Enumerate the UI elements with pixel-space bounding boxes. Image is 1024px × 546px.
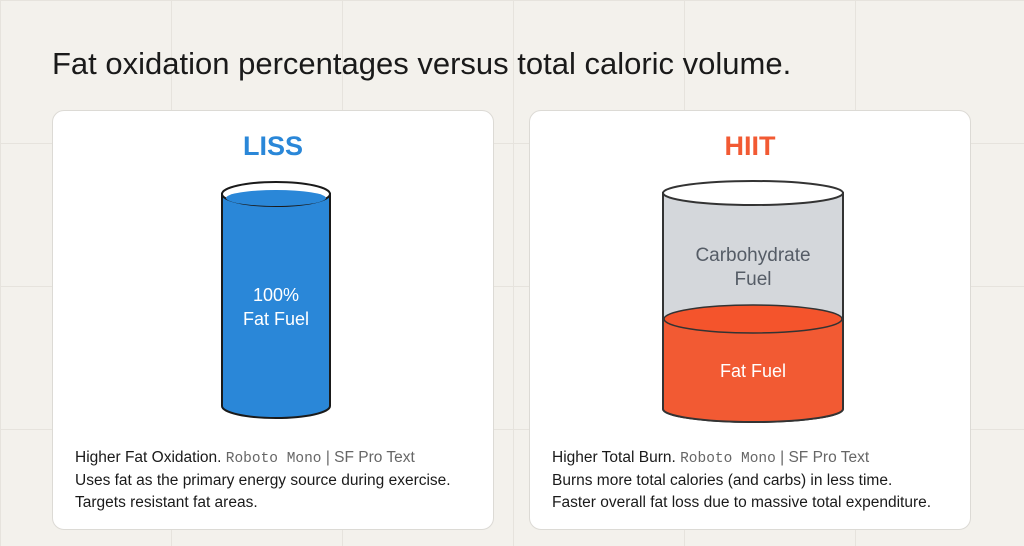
carb-label-1: Carbohydrate bbox=[695, 245, 810, 266]
hiit-description: Higher Total Burn. Roboto Mono | SF Pro … bbox=[552, 447, 931, 514]
liss-card: LISS 100% Fat Fuel Higher Fat Oxidation.… bbox=[52, 110, 494, 530]
hiit-title: HIIT bbox=[724, 131, 776, 161]
hiit-card: HIIT Carbohydrate Fuel Fat Fuel Higher T… bbox=[529, 110, 971, 530]
font-sep-label: | SF Pro Text bbox=[780, 449, 870, 466]
liss-label-1: 100% bbox=[253, 285, 299, 305]
hiit-body-2: Faster overall fat loss due to massive t… bbox=[552, 494, 932, 511]
liss-heading: Higher Fat Oxidation. bbox=[75, 449, 222, 466]
liss-cylinder: 100% Fat Fuel bbox=[221, 181, 331, 419]
hiit-body-1: Burns more total calories (and carbs) in… bbox=[552, 472, 893, 489]
carb-label-2: Fuel bbox=[735, 269, 772, 290]
liss-label-2: Fat Fuel bbox=[243, 309, 309, 329]
liss-body-1: Uses fat as the primary energy source du… bbox=[75, 472, 451, 489]
font-mono-label: Roboto Mono bbox=[225, 451, 322, 467]
liss-body-2: Targets resistant fat areas. bbox=[75, 494, 258, 511]
hiit-heading: Higher Total Burn. bbox=[552, 449, 676, 466]
font-sep-label: | SF Pro Text bbox=[325, 449, 415, 466]
font-mono-label: Roboto Mono bbox=[680, 451, 776, 467]
liss-description: Higher Fat Oxidation. Roboto Mono | SF P… bbox=[75, 447, 451, 514]
page-title: Fat oxidation percentages versus total c… bbox=[52, 46, 792, 81]
liss-title: LISS bbox=[242, 131, 303, 161]
hiit-cylinder: Carbohydrate Fuel Fat Fuel bbox=[662, 180, 844, 423]
fat-label: Fat Fuel bbox=[720, 361, 786, 381]
